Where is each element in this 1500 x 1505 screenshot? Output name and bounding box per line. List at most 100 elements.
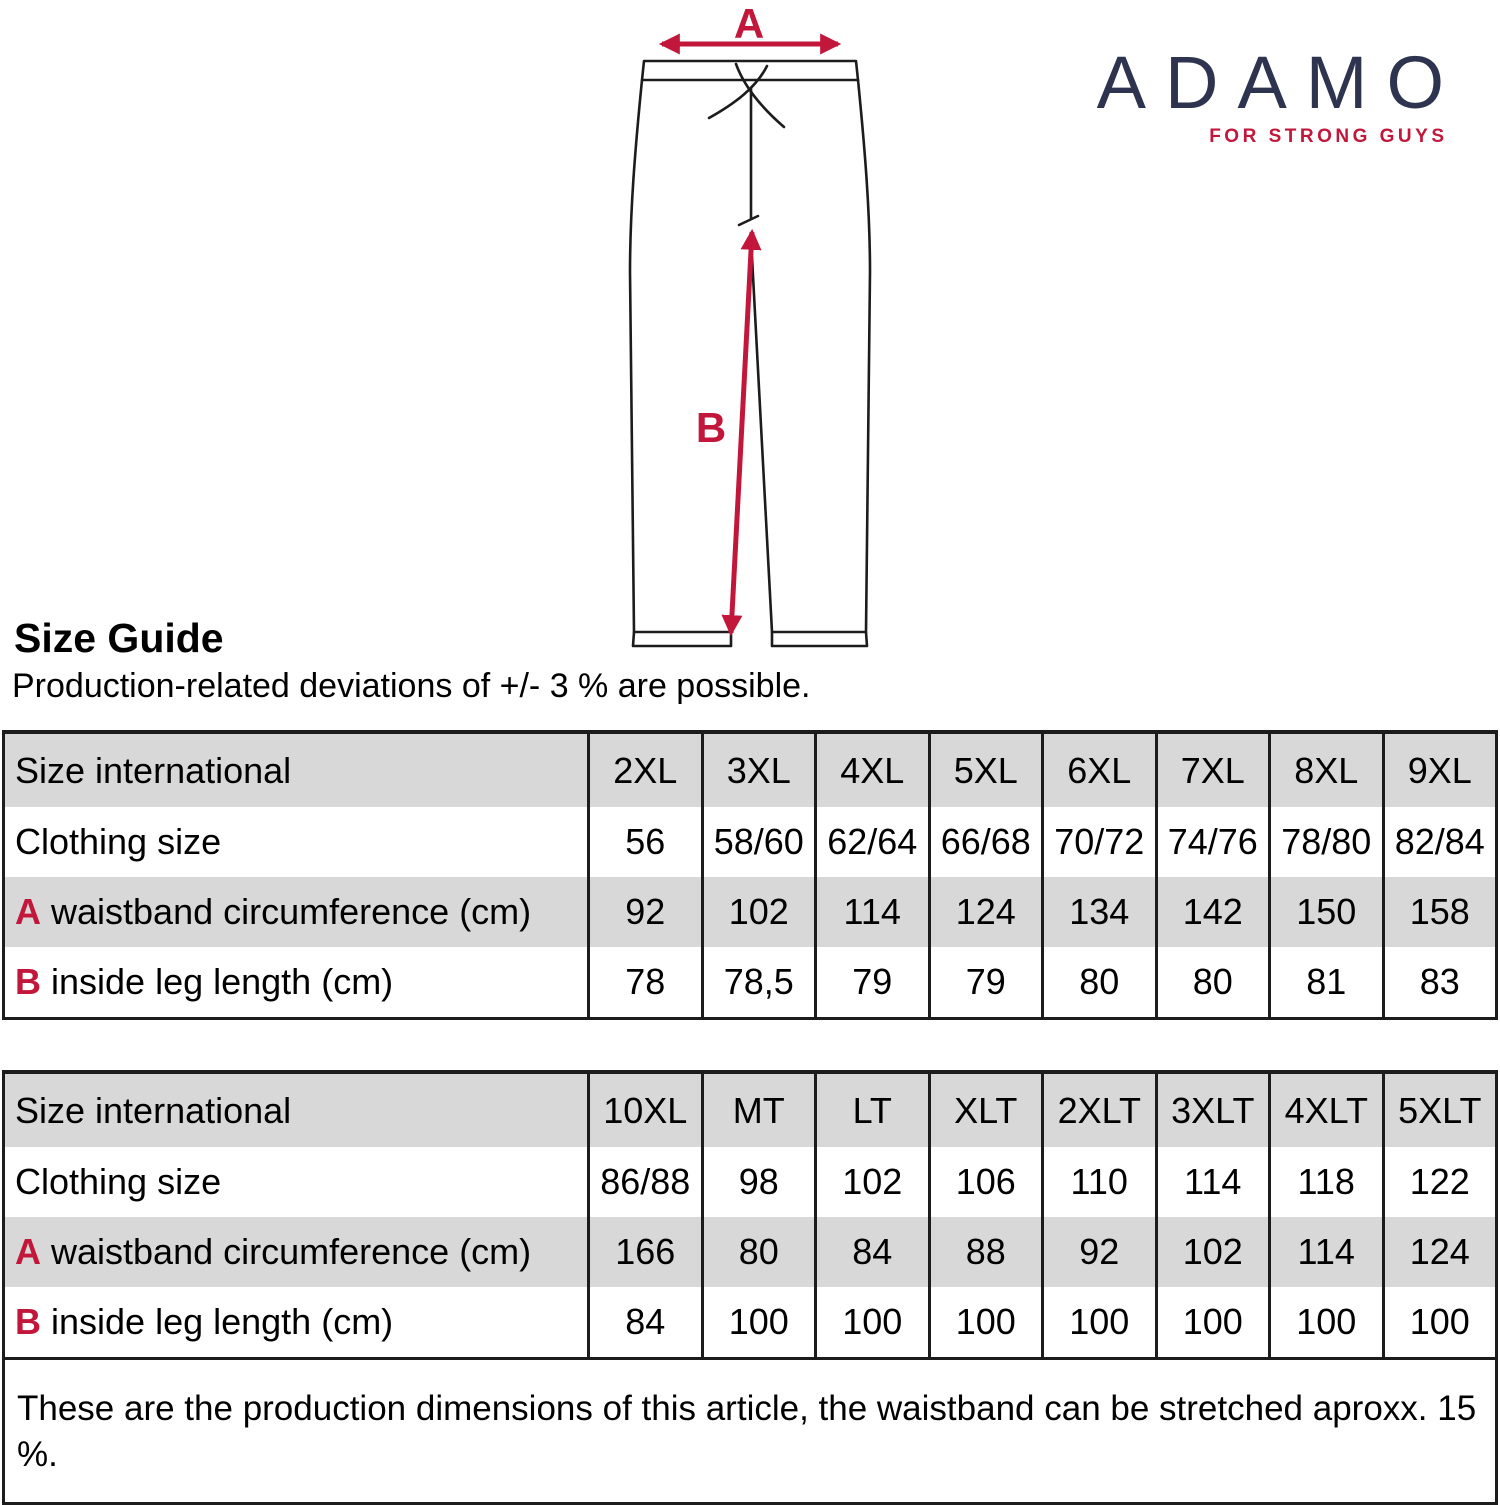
table-cell: 100 — [700, 1287, 816, 1359]
page-title: Size Guide — [14, 615, 224, 661]
row-label: Size international — [3, 732, 589, 807]
table-cell: 66/68 — [927, 807, 1043, 877]
measure-a-key: A — [15, 891, 41, 932]
table-cell: XLT — [927, 1072, 1043, 1147]
table-cell: 134 — [1041, 877, 1156, 947]
table-cell: 86/88 — [587, 1147, 702, 1217]
table-cell: 80 — [1154, 947, 1270, 1019]
measure-arrows — [658, 33, 842, 637]
table-cell: 78/80 — [1268, 807, 1383, 877]
table-cell: 92 — [1041, 1217, 1156, 1287]
row-label-text: inside leg length (cm) — [51, 1301, 394, 1342]
table-cell: 70/72 — [1041, 807, 1156, 877]
table-cell: 2XL — [587, 732, 702, 807]
table-cell: 92 — [587, 877, 702, 947]
table-cell: 80 — [700, 1217, 816, 1287]
row-label: B inside leg length (cm) — [4, 1287, 589, 1359]
table-cell: 166 — [587, 1217, 702, 1287]
table-cell: 124 — [927, 877, 1043, 947]
table-cell: 4XL — [814, 732, 929, 807]
right-outer-seam — [856, 78, 872, 634]
row-label-text: waistband circumference (cm) — [51, 891, 532, 932]
brand-logo: ADAMO FOR STRONG GUYS — [1097, 46, 1444, 148]
measure-b-arrow — [721, 228, 762, 637]
row-label: B inside leg length (cm) — [4, 947, 589, 1019]
table-row: Clothing size 86/88 98 102 106 110 114 1… — [4, 1147, 1497, 1217]
table-cell: 114 — [1154, 1147, 1270, 1217]
pants-diagram: A B — [628, 0, 872, 648]
table-cell: 56 — [587, 807, 702, 877]
size-table-2: Size international 10XL MT LT XLT 2XLT 3… — [2, 1070, 1498, 1505]
brand-name: ADAMO — [1096, 41, 1463, 124]
page-subtitle: Production-related deviations of +/- 3 %… — [12, 667, 811, 705]
table-cell: 79 — [814, 947, 929, 1019]
table-row: B inside leg length (cm) 78 78,5 79 79 8… — [4, 947, 1497, 1019]
table-cell: 150 — [1268, 877, 1383, 947]
table-cell: 102 — [814, 1147, 929, 1217]
table-cell: 78 — [587, 947, 702, 1019]
table-cell: 100 — [814, 1287, 929, 1359]
table-cell: 5XLT — [1381, 1072, 1497, 1147]
table-cell: 2XLT — [1041, 1072, 1156, 1147]
table-cell: 100 — [1381, 1287, 1497, 1359]
table-cell: 3XL — [700, 732, 816, 807]
left-cuff — [631, 630, 733, 648]
table-cell: 114 — [1268, 1217, 1383, 1287]
measure-b-key: B — [15, 961, 41, 1002]
measure-b-label: B — [696, 404, 726, 451]
size-table-1: Size international 2XL 3XL 4XL 5XL 6XL 7… — [2, 730, 1498, 1020]
brand-tagline: FOR STRONG GUYS — [1209, 126, 1448, 147]
row-label: A waistband circumference (cm) — [3, 1217, 589, 1287]
table-cell: 100 — [1041, 1287, 1156, 1359]
table-cell: 88 — [927, 1217, 1043, 1287]
measure-b-key: B — [15, 1301, 41, 1342]
table-cell: 82/84 — [1381, 807, 1497, 877]
table-cell: 118 — [1268, 1147, 1383, 1217]
row-label: Clothing size — [15, 821, 222, 862]
table-cell: 10XL — [587, 1072, 702, 1147]
table-cell: 5XL — [927, 732, 1043, 807]
table-cell: 102 — [700, 877, 816, 947]
production-note: These are the production dimensions of t… — [3, 1356, 1497, 1504]
table-cell: 4XLT — [1268, 1072, 1383, 1147]
table-cell: 100 — [927, 1287, 1043, 1359]
table-cell: 78,5 — [700, 947, 816, 1019]
table-cell: 122 — [1381, 1147, 1497, 1217]
table-cell: 84 — [587, 1287, 702, 1359]
table-row: A waistband circumference (cm) 166 80 84… — [3, 1217, 1497, 1287]
right-inner-seam — [750, 255, 774, 634]
row-label-text: inside leg length (cm) — [51, 961, 394, 1002]
row-label: A waistband circumference (cm) — [3, 877, 589, 947]
table-cell: 114 — [814, 877, 929, 947]
table-cell: 58/60 — [700, 807, 816, 877]
table-cell: 100 — [1154, 1287, 1270, 1359]
table-cell: 158 — [1381, 877, 1497, 947]
table-cell: 81 — [1268, 947, 1383, 1019]
crotch-tick — [737, 214, 760, 227]
table-cell: 8XL — [1268, 732, 1383, 807]
table-row: A waistband circumference (cm) 92 102 11… — [3, 877, 1497, 947]
table-cell: LT — [814, 1072, 929, 1147]
table-cell: 100 — [1268, 1287, 1383, 1359]
table-cell: 124 — [1381, 1217, 1497, 1287]
table-cell: 142 — [1154, 877, 1270, 947]
table-cell: 102 — [1154, 1217, 1270, 1287]
drawstring-bow — [707, 62, 786, 129]
table-cell: 9XL — [1381, 732, 1497, 807]
table-cell: 74/76 — [1154, 807, 1270, 877]
table-cell: 3XLT — [1154, 1072, 1270, 1147]
pants-outline-icon — [628, 59, 872, 648]
table-row: Size international 10XL MT LT XLT 2XLT 3… — [3, 1072, 1497, 1147]
measure-a-label: A — [734, 0, 764, 47]
table-row: B inside leg length (cm) 84 100 100 100 … — [4, 1287, 1497, 1359]
left-outer-seam — [628, 78, 644, 634]
table-cell: MT — [700, 1072, 816, 1147]
table-row: Clothing size 56 58/60 62/64 66/68 70/72… — [4, 807, 1497, 877]
waistband — [640, 59, 860, 82]
right-cuff — [770, 630, 869, 648]
row-label: Size international — [3, 1072, 589, 1147]
table-cell: 6XL — [1041, 732, 1156, 807]
table-note-row: These are the production dimensions of t… — [3, 1356, 1497, 1504]
table-row: Size international 2XL 3XL 4XL 5XL 6XL 7… — [3, 732, 1497, 807]
table-cell: 98 — [700, 1147, 816, 1217]
